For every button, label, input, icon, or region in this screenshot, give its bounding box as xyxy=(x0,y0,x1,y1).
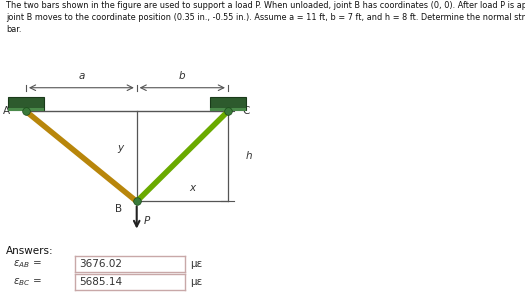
Text: B: B xyxy=(115,204,122,214)
Text: a: a xyxy=(78,71,85,81)
Text: i: i xyxy=(66,277,69,287)
Text: $\varepsilon_{BC}$ =: $\varepsilon_{BC}$ = xyxy=(13,276,42,288)
Text: C: C xyxy=(243,106,250,116)
Text: The two bars shown in the figure are used to support a load P. When unloaded, jo: The two bars shown in the figure are use… xyxy=(6,1,525,10)
Text: bar.: bar. xyxy=(6,25,22,34)
Text: y: y xyxy=(118,143,124,153)
Text: με: με xyxy=(190,277,202,287)
Bar xyxy=(210,97,246,111)
Text: b: b xyxy=(179,71,186,81)
Text: joint B moves to the coordinate position (0.35 in., -0.55 in.). Assume a = 11 ft: joint B moves to the coordinate position… xyxy=(6,13,525,22)
Text: h: h xyxy=(246,151,253,162)
Text: A: A xyxy=(3,106,10,116)
Text: x: x xyxy=(189,183,195,193)
Text: 5685.14: 5685.14 xyxy=(79,277,123,287)
Text: i: i xyxy=(66,259,69,269)
Text: P: P xyxy=(143,216,150,226)
Bar xyxy=(210,108,246,111)
Text: Answers:: Answers: xyxy=(6,246,54,256)
Text: $\varepsilon_{AB}$ =: $\varepsilon_{AB}$ = xyxy=(13,258,42,270)
Bar xyxy=(8,97,44,111)
Text: 3676.02: 3676.02 xyxy=(79,259,122,269)
Text: με: με xyxy=(190,259,202,269)
Bar xyxy=(8,108,44,111)
